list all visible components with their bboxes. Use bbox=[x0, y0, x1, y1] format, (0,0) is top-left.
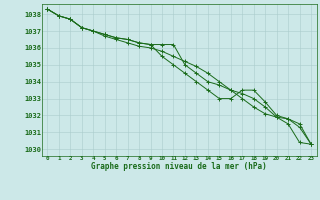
X-axis label: Graphe pression niveau de la mer (hPa): Graphe pression niveau de la mer (hPa) bbox=[91, 162, 267, 171]
